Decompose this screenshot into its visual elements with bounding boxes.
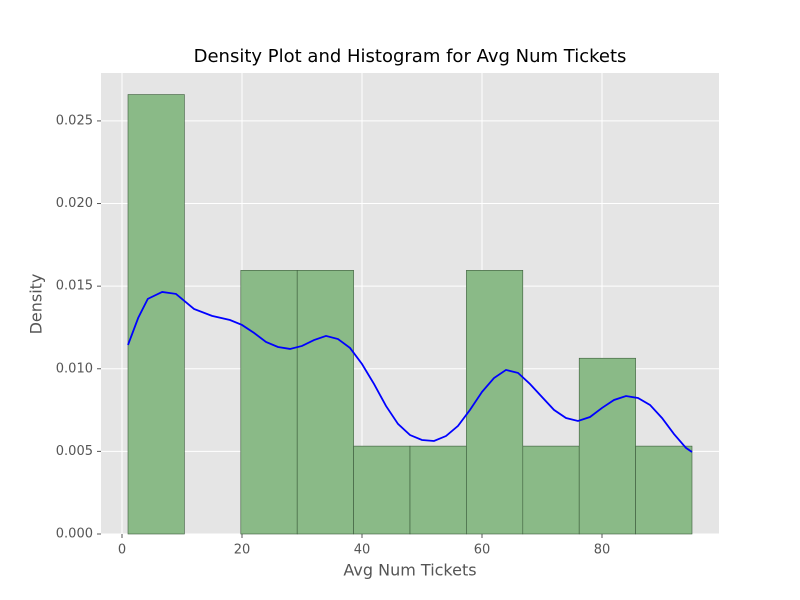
bar bbox=[522, 445, 580, 535]
y-tick-label: 0.005 bbox=[56, 444, 93, 459]
chart-title: Density Plot and Histogram for Avg Num T… bbox=[194, 46, 627, 67]
x-tick-label: 0 bbox=[118, 543, 126, 558]
bar bbox=[635, 445, 693, 535]
density-line bbox=[127, 291, 693, 453]
y-tick-label: 0.015 bbox=[56, 279, 93, 294]
y-tick-label: 0.000 bbox=[56, 527, 93, 542]
bar bbox=[409, 445, 467, 535]
y-tick-label: 0.025 bbox=[56, 113, 93, 128]
bar bbox=[353, 445, 411, 535]
bar bbox=[240, 270, 298, 535]
y-tick-label: 0.010 bbox=[56, 361, 93, 376]
y-axis-label: Density bbox=[27, 274, 46, 335]
bar bbox=[296, 270, 354, 535]
x-tick-label: 20 bbox=[234, 543, 251, 558]
bar bbox=[578, 357, 636, 535]
x-axis-label: Avg Num Tickets bbox=[343, 561, 476, 580]
y-tick-label: 0.020 bbox=[56, 196, 93, 211]
x-tick-label: 80 bbox=[594, 543, 611, 558]
x-tick-label: 60 bbox=[474, 543, 491, 558]
x-tick-label: 40 bbox=[354, 543, 371, 558]
bar bbox=[127, 94, 185, 535]
